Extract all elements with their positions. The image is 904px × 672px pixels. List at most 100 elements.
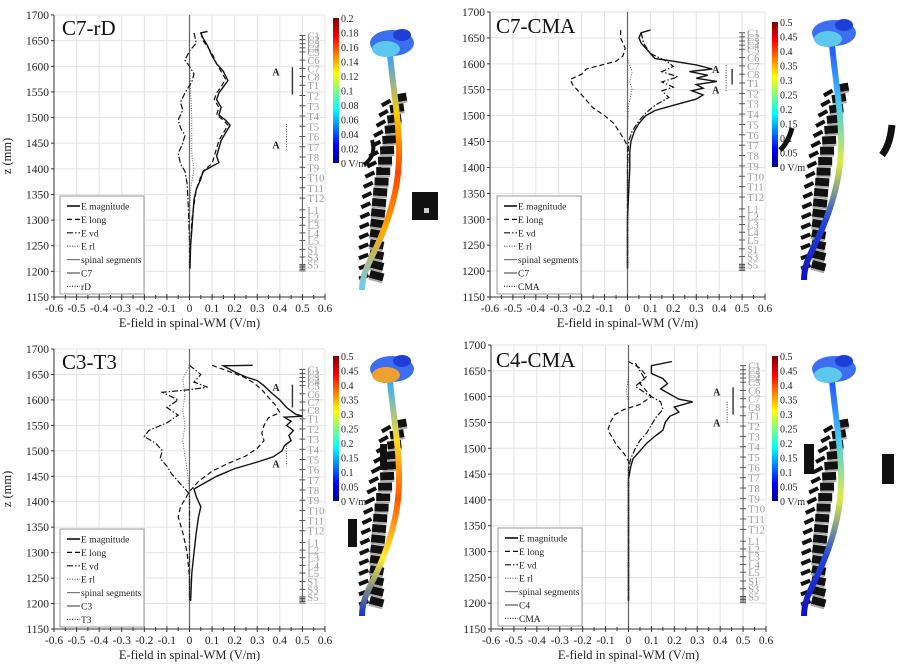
segment-label: L1 bbox=[747, 205, 759, 216]
segment-label: S1 bbox=[307, 578, 318, 589]
spinal-segments-scale: C1C2C3C4C5C6C7C8T1T2T3T4T5T6T7T8T9T10T11… bbox=[299, 365, 324, 604]
spine-3d-illustration bbox=[800, 355, 894, 617]
legend-label: CMA bbox=[518, 283, 540, 293]
x-tick-label: -0.4 bbox=[90, 635, 108, 647]
legend-label: E vd bbox=[518, 229, 536, 239]
x-tick-label: -0.1 bbox=[158, 303, 176, 315]
electrode-label-a: A bbox=[713, 418, 721, 429]
colorbar-tick-label: 0.5 bbox=[780, 18, 793, 29]
segment-label: C8 bbox=[747, 70, 759, 81]
y-tick-label: 1700 bbox=[26, 10, 49, 22]
legend-label: C3 bbox=[81, 603, 92, 613]
y-tick-label: 1250 bbox=[462, 240, 485, 252]
segment-label: C5 bbox=[307, 48, 319, 59]
y-tick-label: 1150 bbox=[463, 624, 486, 636]
segment-label: T2 bbox=[747, 89, 759, 100]
segment-label: T7 bbox=[307, 143, 319, 154]
x-tick-label: 0.1 bbox=[644, 635, 659, 647]
spinal-segments-scale: C1C2C3C4C5C6C7C8T1T2T3T4T5T6T7T8T9T10T11… bbox=[740, 362, 765, 603]
segment-label: L2 bbox=[748, 545, 760, 556]
x-tick-label: -0.3 bbox=[113, 635, 131, 647]
segment-label: C6 bbox=[747, 54, 759, 65]
y-axis-label: z (mm) bbox=[0, 471, 14, 507]
spine-3d-illustration bbox=[358, 29, 438, 291]
legend-label: spinal segments bbox=[519, 588, 580, 598]
colorbar-tick-label: 0.15 bbox=[780, 454, 798, 465]
segment-label: C4 bbox=[748, 374, 761, 385]
segment-label: C4 bbox=[747, 41, 760, 52]
legend-label: spinal segments bbox=[81, 589, 142, 599]
colorbar-tick-label: 0.18 bbox=[341, 29, 359, 40]
colorbar-tick-label: 0.15 bbox=[780, 120, 798, 131]
colorbar-tick-label: 0.2 bbox=[341, 439, 354, 450]
x-tick-label: 0.4 bbox=[273, 303, 288, 315]
segment-label: C6 bbox=[307, 390, 319, 401]
chart-c4-cma: -0.6 -0.5 -0.4 -0.3 -0.2 -0.1 0 0.1 0.2 0.3 0.4 0.5… bbox=[463, 340, 894, 662]
legend-label: E magnitude bbox=[518, 203, 566, 213]
segment-label: T3 bbox=[747, 100, 759, 111]
colorbar-tick-label: 0.3 bbox=[780, 410, 793, 421]
segment-label: T5 bbox=[307, 122, 319, 133]
electrode-markers: AA bbox=[272, 383, 294, 471]
colorbar-tick-label: 0 V/m bbox=[780, 163, 805, 174]
colorbar-tick-label: 0.1 bbox=[341, 468, 354, 479]
colorbar-tick-label: 0.06 bbox=[341, 116, 359, 127]
segment-label: T9 bbox=[747, 162, 759, 173]
x-tick-label: 0 bbox=[625, 303, 631, 315]
colorbar-tick-label: 0.14 bbox=[341, 58, 359, 69]
segment-label: C6 bbox=[748, 386, 760, 397]
segment-label: L2 bbox=[307, 546, 319, 557]
colorbar-tick-label: 0 V/m bbox=[341, 159, 366, 170]
segment-label: C1 bbox=[307, 32, 319, 43]
y-tick-label: 1350 bbox=[26, 522, 49, 534]
legend: E magnitude E long E vd E rl spinal segments… bbox=[497, 527, 583, 627]
segment-label: T8 bbox=[747, 152, 759, 163]
segment-label: L4 bbox=[747, 228, 759, 239]
y-tick-label: 1500 bbox=[26, 113, 49, 125]
electrode-label-a: A bbox=[272, 460, 280, 471]
colorbar-tick-label: 0.2 bbox=[341, 14, 354, 25]
colorbar-tick-label: 0.3 bbox=[341, 410, 354, 421]
y-tick-label: 1400 bbox=[26, 497, 49, 509]
axes: -0.6 -0.5 -0.4 -0.3 -0.2 -0.1 0 0.1 0.2 0.3 0.4 0.5… bbox=[0, 10, 332, 330]
segment-label: L3 bbox=[307, 554, 319, 565]
x-tick-label: -0.1 bbox=[596, 635, 614, 647]
x-tick-label: 0.5 bbox=[736, 635, 751, 647]
x-tick-label: -0.4 bbox=[528, 635, 546, 647]
series-e-magnitude bbox=[627, 360, 693, 601]
segment-label: T10 bbox=[747, 172, 764, 183]
series-e-rl bbox=[625, 361, 629, 601]
y-tick-label: 1200 bbox=[26, 266, 49, 278]
x-tick-label: -0.5 bbox=[504, 303, 522, 315]
segment-label: C2 bbox=[307, 36, 319, 47]
axes: -0.6 -0.5 -0.4 -0.3 -0.2 -0.1 0 0.1 0.2 0.3 0.4 0.5… bbox=[0, 344, 332, 662]
segment-label: T9 bbox=[748, 494, 760, 505]
segment-label: T6 bbox=[307, 466, 319, 477]
colorbar-tick-label: 0.05 bbox=[780, 149, 798, 160]
colorbar-tick-label: 0.3 bbox=[780, 76, 793, 87]
x-tick-label: 0.4 bbox=[712, 303, 727, 315]
series-e-magnitude bbox=[189, 30, 232, 269]
y-tick-label: 1450 bbox=[462, 137, 485, 149]
segment-label: T4 bbox=[307, 112, 319, 123]
legend-label: E rl bbox=[518, 243, 532, 253]
legend: E magnitude E long E vd E rl spinal segments… bbox=[59, 195, 145, 295]
segment-label: T10 bbox=[307, 506, 324, 517]
colorbar-tick-label: 0.16 bbox=[341, 43, 359, 54]
segment-label: C3 bbox=[748, 370, 760, 381]
x-tick-label: -0.1 bbox=[158, 635, 176, 647]
y-tick-label: 1250 bbox=[26, 241, 49, 253]
electrode-markers: AA bbox=[272, 67, 294, 152]
colorbar-tick-label: 0.5 bbox=[780, 352, 793, 363]
electrode-markers: AA bbox=[713, 387, 734, 429]
series-e-rl bbox=[182, 365, 190, 601]
colorbar-tick-label: 0.05 bbox=[341, 483, 359, 494]
colorbar-tick-label: 0.5 bbox=[341, 352, 354, 363]
segment-label: S3 bbox=[307, 253, 318, 264]
segment-label: T1 bbox=[748, 412, 760, 423]
segment-label: T5 bbox=[307, 455, 319, 466]
y-tick-label: 1500 bbox=[26, 446, 49, 458]
segment-label: T4 bbox=[747, 110, 759, 121]
segment-label: L1 bbox=[307, 538, 319, 549]
series-e-rl bbox=[189, 32, 195, 269]
